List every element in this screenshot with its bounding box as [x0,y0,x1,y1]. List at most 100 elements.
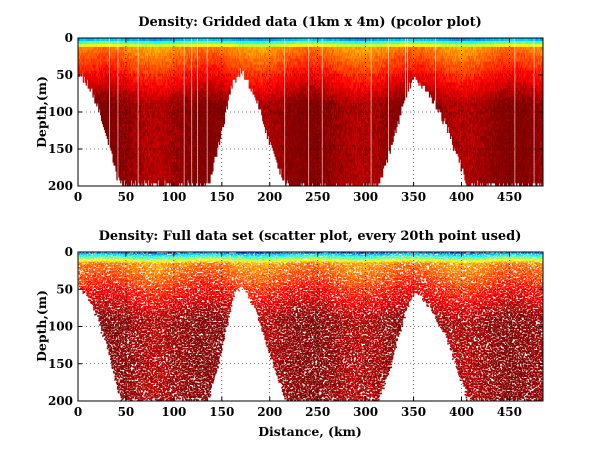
pcolor-cell [149,132,152,137]
pcolor-cell [152,159,155,163]
pcolor-cell [152,112,155,116]
pcolor-cell [143,88,145,92]
pcolor-cell [151,109,154,113]
pcolor-cell [174,55,177,60]
pcolor-cell [141,76,143,80]
pcolor-cell [167,103,169,107]
pcolor-cell [119,159,121,163]
pcolor-cell [115,79,117,83]
pcolor-cell [128,171,131,175]
pcolor-cell [101,82,104,86]
pcolor-cell [100,55,102,60]
pcolor-cell [193,147,195,151]
pcolor-cell [100,94,102,98]
pcolor-cell [113,135,115,139]
pcolor-cell [182,138,184,142]
pcolor-cell [180,120,182,125]
pcolor-cell [106,49,109,54]
pcolor-cell [150,120,153,125]
pcolor-cell [120,177,122,181]
pcolor-cell [168,85,170,89]
pcolor-cell [171,82,174,86]
pcolor-cell [186,85,188,89]
pcolor-cell [197,40,200,45]
pcolor-cell [81,38,84,42]
pcolor-cell [148,70,151,74]
pcolor-cell [131,109,133,113]
pcolor-cell [114,58,116,63]
pcolor-cell [164,174,166,178]
pcolor-cell [124,109,126,113]
pcolor-cell [148,91,151,95]
pcolor-cell [195,162,198,166]
pcolor-cell [132,61,134,65]
pcolor-cell [169,49,171,54]
pcolor-cell [194,120,196,125]
pcolor-cell [180,112,182,116]
pcolor-cell [149,43,152,48]
pcolor-cell [185,144,187,148]
pcolor-cell [130,132,133,137]
pcolor-cell [121,150,123,154]
pcolor-cell [130,147,133,151]
pcolor-cell [95,70,97,74]
pcolor-cell [181,117,183,122]
pcolor-cell [148,100,151,104]
pcolor-cell [134,109,136,113]
pcolor-cell [109,52,111,57]
pcolor-cell [140,159,142,163]
pcolor-cell [197,174,200,178]
pcolor-cell [160,123,162,128]
pcolor-cell [124,40,127,45]
pcolor-cell [198,52,201,57]
pcolor-cell [166,138,168,142]
pcolor-cell [176,79,179,83]
pcolor-cell [97,97,99,101]
pcolor-cell [128,88,131,92]
pcolor-cell [182,129,184,134]
pcolor-cell [177,52,180,57]
pcolor-cell [135,79,137,83]
pcolor-cell [78,52,80,57]
pcolor-cell [168,67,170,71]
pcolor-cell [99,70,101,74]
pcolor-cell [167,79,169,83]
pcolor-cell [195,138,198,142]
pcolor-cell [119,117,121,122]
pcolor-cell [150,40,153,45]
pcolor-cell [152,150,155,154]
pcolor-cell [154,112,157,116]
pcolor-cell [194,156,196,160]
pcolor-cell [181,159,183,163]
pcolor-cell [107,46,110,51]
pcolor-cell [166,55,168,60]
pcolor-cell [131,67,133,71]
pcolor-cell [106,55,109,60]
pcolor-cell [145,126,147,131]
pcolor-cell [96,52,98,57]
pcolor-cell [154,123,157,128]
pcolor-cell [115,64,117,68]
pcolor-cell [171,103,173,107]
pcolor-cell [140,100,142,104]
pcolor-cell [142,174,144,178]
pcolor-cell [132,49,134,54]
pcolor-cell [184,153,186,157]
pcolor-cell [144,91,146,95]
pcolor-cell [114,141,116,145]
pcolor-cell [189,82,191,86]
pcolor-cell [192,43,194,48]
pcolor-cell [162,55,164,60]
pcolor-cell [132,150,134,154]
pcolor-cell [148,168,151,172]
pcolor-cell [135,91,137,95]
pcolor-cell [153,123,156,128]
pcolor-cell [109,144,111,148]
pcolor-cell [135,123,137,128]
pcolor-cell [174,120,177,125]
pcolor-cell [134,144,136,148]
pcolor-cell [155,177,157,181]
pcolor-cell [88,70,90,74]
pcolor-cell [116,100,118,104]
pcolor-cell [163,114,165,119]
